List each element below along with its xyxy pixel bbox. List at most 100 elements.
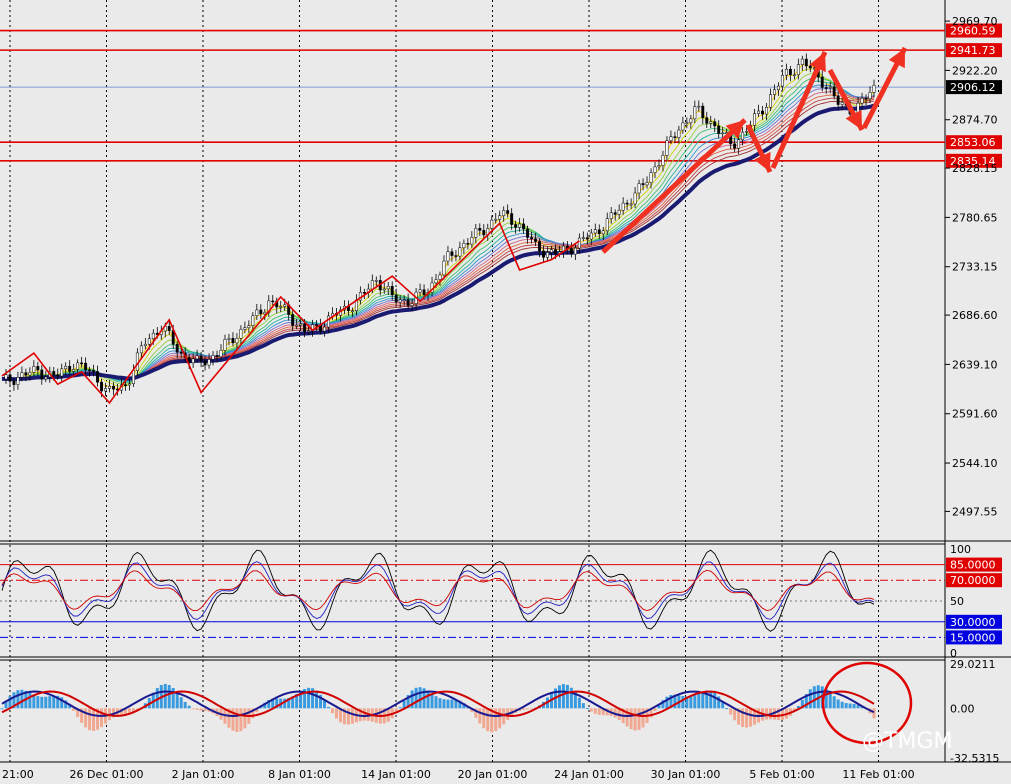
level-label: 2835.14 — [950, 155, 996, 168]
macd-bar — [16, 690, 20, 709]
macd-bar — [311, 688, 315, 709]
time-label: 21:00 — [2, 768, 34, 781]
candle — [542, 250, 545, 258]
macd-bar — [235, 708, 239, 732]
price-pane[interactable] — [0, 0, 945, 540]
candle — [784, 68, 788, 76]
price-tick-label: 2969.70 — [952, 15, 998, 28]
price-tick-label: 2922.20 — [952, 64, 998, 77]
macd-bar — [494, 708, 498, 732]
osc-level-tag — [946, 573, 1002, 588]
candle — [127, 383, 131, 386]
time-label: 11 Feb 01:00 — [842, 768, 914, 781]
time-label: 14 Jan 01:00 — [361, 768, 431, 781]
macd-bar — [72, 708, 76, 711]
macd-bar — [131, 708, 135, 713]
time-label: 2 Jan 01:00 — [172, 768, 235, 781]
macd-bar — [64, 700, 68, 709]
macd-bar — [653, 708, 657, 712]
osc-tick-label: 0 — [950, 647, 957, 660]
candle — [462, 243, 466, 249]
candle — [840, 102, 844, 105]
macd-bar — [20, 689, 24, 709]
macd-bar — [243, 708, 247, 729]
candle — [56, 374, 60, 377]
macd-bar — [100, 708, 104, 728]
candle — [800, 58, 804, 65]
macd-bar — [776, 708, 780, 721]
macd-bar — [187, 705, 191, 709]
candle — [207, 359, 211, 366]
price-tick-label: 2733.15 — [952, 261, 998, 274]
candle — [255, 309, 259, 316]
candle — [629, 203, 633, 206]
watermark: @TMGM — [862, 729, 952, 754]
candle — [613, 212, 617, 215]
macd-bar — [123, 708, 127, 715]
price-levels: 2960.59 2941.73 2853.06 2835.14 2906.12 — [0, 23, 1002, 168]
oscillator-pane[interactable] — [0, 545, 945, 657]
price-tick-label: 2828.15 — [952, 162, 998, 175]
candle — [223, 339, 227, 351]
candle — [394, 294, 398, 303]
candle — [4, 374, 8, 380]
macd-bar — [816, 685, 820, 709]
macd-bar — [693, 695, 697, 709]
candle — [422, 289, 426, 295]
candle — [199, 355, 203, 362]
candle — [203, 360, 207, 366]
candle — [832, 86, 836, 97]
macd-bar — [434, 696, 438, 709]
arrow-up-head — [809, 52, 826, 73]
ma-line — [1, 76, 875, 384]
candle — [271, 300, 275, 303]
candle — [303, 323, 307, 332]
macd-bar — [844, 703, 848, 709]
candle — [701, 105, 705, 118]
ma-line — [1, 72, 875, 385]
candle — [737, 139, 741, 149]
candle — [247, 325, 251, 329]
osc-level-tag — [946, 557, 1002, 572]
macd-bar — [426, 690, 430, 709]
macd-bar — [267, 700, 271, 709]
macd-bar — [526, 708, 530, 710]
macd-bar — [565, 684, 569, 709]
macd-bar — [808, 689, 812, 709]
candle — [315, 324, 319, 326]
macd-bar — [175, 692, 179, 709]
candle — [820, 76, 824, 88]
macd-bar — [796, 705, 800, 709]
candle — [868, 92, 872, 100]
macd-bar — [685, 696, 689, 709]
macd-bar — [271, 698, 275, 709]
candle — [279, 306, 283, 308]
macd-bar — [522, 708, 526, 710]
candle — [601, 230, 605, 235]
macd-bar — [319, 694, 323, 709]
macd-bar — [633, 708, 637, 731]
candle — [741, 131, 745, 141]
macd-bar — [657, 705, 661, 709]
price-tick-label: 2874.70 — [952, 114, 998, 127]
macd-bar — [832, 696, 836, 709]
candle — [478, 228, 482, 231]
macd-bar — [597, 708, 601, 715]
candle — [677, 129, 681, 138]
candle — [374, 280, 378, 282]
osc-level-tag — [946, 630, 1002, 645]
candle — [808, 65, 812, 69]
candle — [291, 314, 295, 326]
macd-bar — [705, 690, 709, 709]
price-tick-label: 2591.60 — [952, 408, 998, 421]
macd-bar — [259, 706, 263, 709]
candle — [239, 329, 243, 339]
candle — [235, 338, 239, 344]
arrow-up — [601, 118, 747, 254]
price-axis-panel — [945, 0, 1011, 784]
candle — [438, 274, 442, 280]
macd-bar — [84, 708, 88, 728]
candle — [514, 224, 518, 228]
macd-bar — [800, 699, 804, 709]
